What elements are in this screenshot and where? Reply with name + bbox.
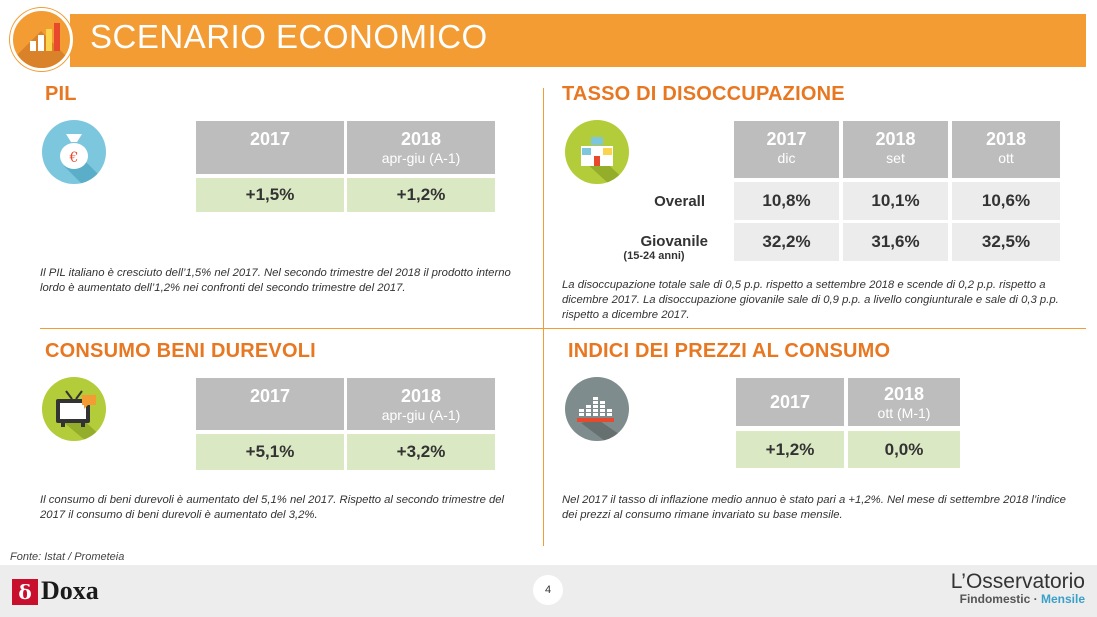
consumo-col-2017: 2017 (196, 378, 344, 430)
vertical-divider (543, 88, 544, 546)
pil-value-2018: +1,2% (347, 178, 495, 212)
job-board-icon (565, 120, 629, 184)
disocc-row-overall-label: Overall (654, 193, 705, 210)
consumo-value-2017: +5,1% (196, 434, 344, 470)
pil-col-2018: 2018 apr-giu (A-1) (347, 121, 495, 174)
disocc-overall-2018-set: 10,1% (843, 182, 948, 220)
disoccupazione-title: TASSO DI DISOCCUPAZIONE (562, 83, 845, 105)
disocc-col-2018-ott: 2018 ott (952, 121, 1060, 178)
source-note: Fonte: Istat / Prometeia (10, 551, 125, 563)
header-bar (70, 14, 1086, 67)
pil-title: PIL (45, 83, 77, 105)
disocc-overall-2017-dic: 10,8% (734, 182, 839, 220)
prezzi-value-2018: 0,0% (848, 431, 960, 468)
bar-chart-icon (10, 8, 73, 71)
prezzi-col-2018: 2018 ott (M-1) (848, 378, 960, 426)
disocc-giovanile-2017-dic: 32,2% (734, 223, 839, 261)
page-title: SCENARIO ECONOMICO (90, 18, 488, 55)
consumo-value-2018: +3,2% (347, 434, 495, 470)
pil-note: Il PIL italiano è cresciuto dell’1,5% ne… (40, 267, 511, 294)
consumo-title: CONSUMO BENI DUREVOLI (45, 340, 316, 362)
disoccupazione-note: La disoccupazione totale sale di 0,5 p.p… (562, 279, 1059, 321)
disocc-col-2017-dic: 2017 dic (734, 121, 839, 178)
pil-col-2017: 2017 (196, 121, 344, 174)
disocc-overall-2018-ott: 10,6% (952, 182, 1060, 220)
horizontal-divider (40, 328, 1086, 329)
disocc-row-giovanile-label: Giovanile (15-24 anni) (623, 233, 708, 262)
prezzi-title: INDICI DEI PREZZI AL CONSUMO (568, 340, 891, 362)
consumo-col-2018: 2018 apr-giu (A-1) (347, 378, 495, 430)
prezzi-value-2017: +1,2% (736, 431, 844, 468)
pil-value-2017: +1,5% (196, 178, 344, 212)
disocc-giovanile-2018-set: 31,6% (843, 223, 948, 261)
svg-text:€: € (69, 150, 79, 166)
disocc-col-2018-set: 2018 set (843, 121, 948, 178)
osservatorio-logo: L’Osservatorio Findomestic · Mensile (950, 570, 1085, 606)
prezzi-note: Nel 2017 il tasso di inflazione medio an… (562, 494, 1066, 521)
prezzi-col-2017: 2017 (736, 378, 844, 426)
money-bag-icon: € (42, 120, 106, 184)
tv-icon (42, 377, 106, 441)
consumo-note: Il consumo di beni durevoli è aumentato … (40, 494, 505, 521)
page-number: 4 (533, 575, 563, 605)
equalizer-icon (565, 377, 629, 441)
disocc-giovanile-2018-ott: 32,5% (952, 223, 1060, 261)
